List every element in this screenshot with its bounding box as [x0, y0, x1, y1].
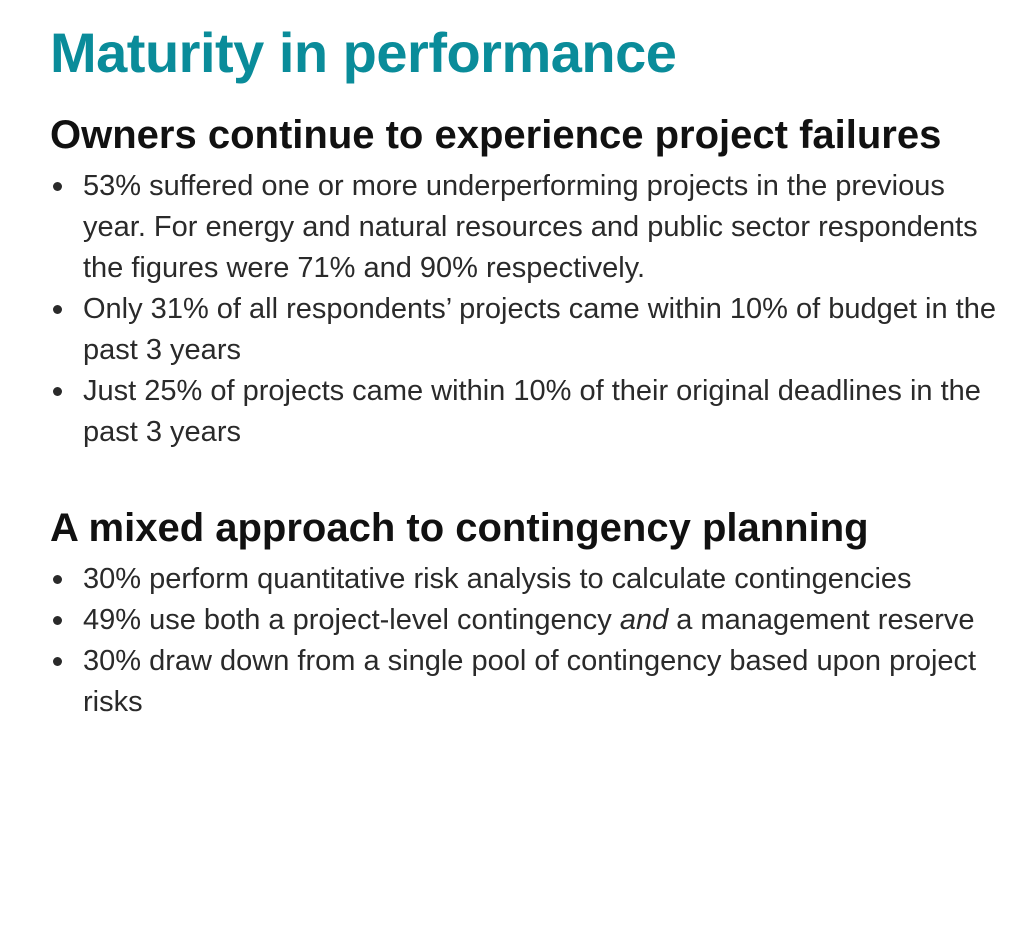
document-page: Maturity in performance Owners continue … — [50, 18, 1000, 723]
section-heading: A mixed approach to contingency planning — [50, 506, 869, 550]
bullet-icon — [53, 305, 62, 314]
list-item: 30% perform quantitative risk analysis t… — [50, 559, 1000, 600]
list-item-text: 53% suffered one or more underperforming… — [83, 170, 978, 284]
list-item: Just 25% of projects came within 10% of … — [50, 371, 1000, 453]
list-item: 49% use both a project-level contingency… — [50, 600, 1000, 641]
list-item-text: 30% draw down from a single pool of cont… — [83, 645, 977, 718]
section-heading: Owners continue to experience project fa… — [50, 113, 942, 157]
bullet-icon — [53, 575, 62, 584]
list-item-text-after: a management reserve — [668, 604, 975, 636]
list-item-text: 30% perform quantitative risk analysis t… — [83, 563, 912, 595]
list-item-text: Only 31% of all respondents’ projects ca… — [83, 293, 996, 366]
bullet-icon — [53, 657, 62, 666]
list-item-text-before: 49% use both a project-level contingency — [83, 604, 620, 636]
list-item-text-emphasis: and — [619, 604, 669, 636]
bullet-list: 30% perform quantitative risk analysis t… — [50, 559, 1000, 723]
list-item: 30% draw down from a single pool of cont… — [50, 641, 1000, 723]
bullet-list: 53% suffered one or more underperforming… — [50, 166, 1000, 453]
section-project-failures: Owners continue to experience project fa… — [50, 110, 1000, 453]
section-contingency-planning: A mixed approach to contingency planning… — [50, 503, 1000, 723]
list-item-text: Just 25% of projects came within 10% of … — [83, 375, 981, 448]
page-title: Maturity in performance — [50, 21, 677, 84]
list-item: Only 31% of all respondents’ projects ca… — [50, 289, 1000, 371]
bullet-icon — [53, 616, 62, 625]
bullet-icon — [53, 182, 62, 191]
list-item: 53% suffered one or more underperforming… — [50, 166, 1000, 289]
bullet-icon — [53, 387, 62, 396]
